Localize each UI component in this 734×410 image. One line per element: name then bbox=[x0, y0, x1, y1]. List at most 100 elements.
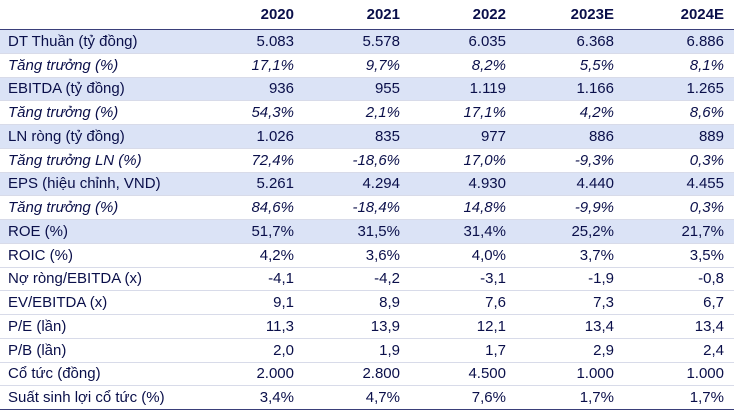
row-label: Suất sinh lợi cổ tức (%) bbox=[0, 385, 210, 410]
value-cell: 4,7% bbox=[304, 385, 410, 410]
row-label: ROIC (%) bbox=[0, 243, 210, 268]
value-cell: 2,1% bbox=[304, 100, 410, 125]
value-cell: 17,1% bbox=[210, 53, 304, 78]
value-cell: 9,7% bbox=[304, 53, 410, 78]
value-cell: 1,7 bbox=[410, 338, 516, 363]
value-cell: -18,4% bbox=[304, 195, 410, 220]
value-cell: 84,6% bbox=[210, 195, 304, 220]
value-cell: -18,6% bbox=[304, 148, 410, 173]
value-cell: 3,4% bbox=[210, 385, 304, 410]
value-cell: 54,3% bbox=[210, 100, 304, 125]
value-cell: 955 bbox=[304, 77, 410, 102]
row-label: Cổ tức (đồng) bbox=[0, 362, 210, 387]
value-cell: 3,6% bbox=[304, 243, 410, 268]
table-row: Cổ tức (đồng) 2.000 2.800 4.500 1.000 1.000 bbox=[0, 362, 734, 387]
value-cell: 7,3 bbox=[516, 290, 624, 315]
value-cell: 4,0% bbox=[410, 243, 516, 268]
row-label: ROE (%) bbox=[0, 219, 210, 244]
value-cell: 13,9 bbox=[304, 314, 410, 339]
row-label: LN ròng (tỷ đồng) bbox=[0, 124, 210, 149]
value-cell: 2,4 bbox=[624, 338, 734, 363]
value-cell: 14,8% bbox=[410, 195, 516, 220]
row-label: DT Thuần (tỷ đồng) bbox=[0, 29, 210, 54]
table-row: LN ròng (tỷ đồng) 1.026 835 977 886 889 bbox=[0, 124, 734, 149]
value-cell: 72,4% bbox=[210, 148, 304, 173]
table-row: ROIC (%) 4,2% 3,6% 4,0% 3,7% 3,5% bbox=[0, 243, 734, 268]
value-cell: 6,7 bbox=[624, 290, 734, 315]
value-cell: 8,6% bbox=[624, 100, 734, 125]
value-cell: 0,3% bbox=[624, 148, 734, 173]
value-cell: 5.083 bbox=[210, 29, 304, 54]
value-cell: 21,7% bbox=[624, 219, 734, 244]
row-label: EBITDA (tỷ đồng) bbox=[0, 77, 210, 102]
value-cell: 17,0% bbox=[410, 148, 516, 173]
table-row: Suất sinh lợi cổ tức (%) 3,4% 4,7% 7,6% 1,7%… bbox=[0, 385, 734, 410]
value-cell: 1.000 bbox=[516, 362, 624, 387]
value-cell: 0,3% bbox=[624, 195, 734, 220]
row-label: Tăng trưởng (%) bbox=[0, 195, 210, 220]
value-cell: 7,6% bbox=[410, 385, 516, 410]
value-cell: 1.166 bbox=[516, 77, 624, 102]
table-row: EPS (hiệu chỉnh, VND) 5.261 4.294 4.930 4.44… bbox=[0, 172, 734, 197]
value-cell: 4.930 bbox=[410, 172, 516, 197]
row-label: Tăng trưởng LN (%) bbox=[0, 148, 210, 173]
value-cell: 13,4 bbox=[624, 314, 734, 339]
table-row: Tăng trưởng (%) 84,6% -18,4% 14,8% -9,9% 0,3% bbox=[0, 195, 734, 220]
value-cell: 6.035 bbox=[410, 29, 516, 54]
value-cell: 886 bbox=[516, 124, 624, 149]
row-label: EPS (hiệu chỉnh, VND) bbox=[0, 172, 210, 197]
value-cell: 13,4 bbox=[516, 314, 624, 339]
value-cell: 31,4% bbox=[410, 219, 516, 244]
value-cell: 5,5% bbox=[516, 53, 624, 78]
table-row: Tăng trưởng (%) 54,3% 2,1% 17,1% 4,2% 8,6% bbox=[0, 100, 734, 125]
header-2023e: 2023E bbox=[516, 0, 624, 30]
table-row: P/E (lần) 11,3 13,9 12,1 13,4 13,4 bbox=[0, 314, 734, 339]
value-cell: 2.800 bbox=[304, 362, 410, 387]
header-2021: 2021 bbox=[304, 0, 410, 30]
value-cell: -9,9% bbox=[516, 195, 624, 220]
value-cell: 1,7% bbox=[624, 385, 734, 410]
value-cell: 12,1 bbox=[410, 314, 516, 339]
value-cell: -1,9 bbox=[516, 267, 624, 292]
row-label: P/E (lần) bbox=[0, 314, 210, 339]
value-cell: -4,2 bbox=[304, 267, 410, 292]
value-cell: 4.500 bbox=[410, 362, 516, 387]
value-cell: 3,7% bbox=[516, 243, 624, 268]
value-cell: 8,1% bbox=[624, 53, 734, 78]
value-cell: 11,3 bbox=[210, 314, 304, 339]
value-cell: 6.368 bbox=[516, 29, 624, 54]
value-cell: 835 bbox=[304, 124, 410, 149]
row-label: Nợ ròng/EBITDA (x) bbox=[0, 267, 210, 292]
value-cell: 1.119 bbox=[410, 77, 516, 102]
value-cell: 17,1% bbox=[410, 100, 516, 125]
header-label-cell bbox=[0, 0, 210, 30]
value-cell: -0,8 bbox=[624, 267, 734, 292]
table-row: EBITDA (tỷ đồng) 936 955 1.119 1.166 1.265 bbox=[0, 77, 734, 102]
table-row: Tăng trưởng LN (%) 72,4% -18,6% 17,0% -9,3% 0… bbox=[0, 148, 734, 173]
table-row: ROE (%) 51,7% 31,5% 31,4% 25,2% 21,7% bbox=[0, 219, 734, 244]
value-cell: 8,2% bbox=[410, 53, 516, 78]
value-cell: 7,6 bbox=[410, 290, 516, 315]
row-label: EV/EBITDA (x) bbox=[0, 290, 210, 315]
value-cell: 4,2% bbox=[516, 100, 624, 125]
header-row: 2020 2021 2022 2023E 2024E bbox=[0, 0, 734, 30]
value-cell: 9,1 bbox=[210, 290, 304, 315]
value-cell: -3,1 bbox=[410, 267, 516, 292]
header-2022: 2022 bbox=[410, 0, 516, 30]
header-2020: 2020 bbox=[210, 0, 304, 30]
value-cell: 6.886 bbox=[624, 29, 734, 54]
value-cell: 2,0 bbox=[210, 338, 304, 363]
value-cell: 1.265 bbox=[624, 77, 734, 102]
table-row: DT Thuần (tỷ đồng) 5.083 5.578 6.035 6.368 6.… bbox=[0, 29, 734, 54]
value-cell: 936 bbox=[210, 77, 304, 102]
value-cell: 51,7% bbox=[210, 219, 304, 244]
value-cell: 2,9 bbox=[516, 338, 624, 363]
value-cell: 4.440 bbox=[516, 172, 624, 197]
value-cell: 5.261 bbox=[210, 172, 304, 197]
value-cell: 4.455 bbox=[624, 172, 734, 197]
value-cell: 8,9 bbox=[304, 290, 410, 315]
value-cell: -4,1 bbox=[210, 267, 304, 292]
table-row: Nợ ròng/EBITDA (x) -4,1 -4,2 -3,1 -1,9 -0,8 bbox=[0, 267, 734, 292]
value-cell: 4.294 bbox=[304, 172, 410, 197]
